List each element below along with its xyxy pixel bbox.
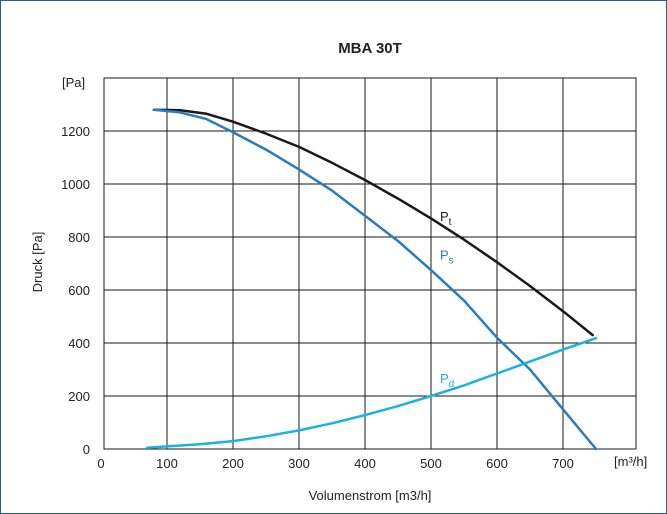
y-tick-label: 600: [68, 283, 90, 298]
x-tick-label: 600: [486, 456, 508, 471]
series-line-ps: [152, 108, 598, 451]
x-tick-label: 700: [552, 456, 574, 471]
series-label-pt: Pt: [440, 209, 452, 228]
y-tick-label: 1000: [61, 177, 90, 192]
chart-title: MBA 30T: [338, 40, 402, 57]
grid-layer: [104, 78, 636, 449]
y-axis-label: Druck [Pa]: [30, 232, 45, 293]
y-tick-label: 400: [68, 336, 90, 351]
x-tick-label: 200: [222, 456, 244, 471]
x-tick-label: 100: [156, 456, 178, 471]
y-unit-label: [Pa]: [62, 75, 85, 90]
y-tick-label: 800: [68, 230, 90, 245]
x-tick-label: 0: [97, 456, 104, 471]
x-unit-label: [m³/h]: [614, 454, 647, 469]
label-layer: Pt Ps Pd: [440, 209, 454, 390]
series-layer: [145, 108, 598, 451]
y-tick-label: 200: [68, 389, 90, 404]
series-label-pd: Pd: [440, 371, 454, 390]
x-axis-label: Volumenstrom [m3/h]: [309, 488, 432, 503]
plot-area: [103, 77, 637, 450]
y-tick-label: 0: [83, 442, 90, 457]
series-line-pt: [152, 108, 594, 337]
x-tick-label: 400: [354, 456, 376, 471]
series-line-pd: [145, 336, 598, 449]
x-tick-label: 300: [288, 456, 310, 471]
y-tick-label: 1200: [61, 124, 90, 139]
x-tick-label: 500: [420, 456, 442, 471]
series-label-ps: Ps: [440, 248, 454, 267]
tick-layer: 0 100 200 300 400 500 600 700 0 200 400 600 800 1000 1…: [61, 124, 574, 471]
